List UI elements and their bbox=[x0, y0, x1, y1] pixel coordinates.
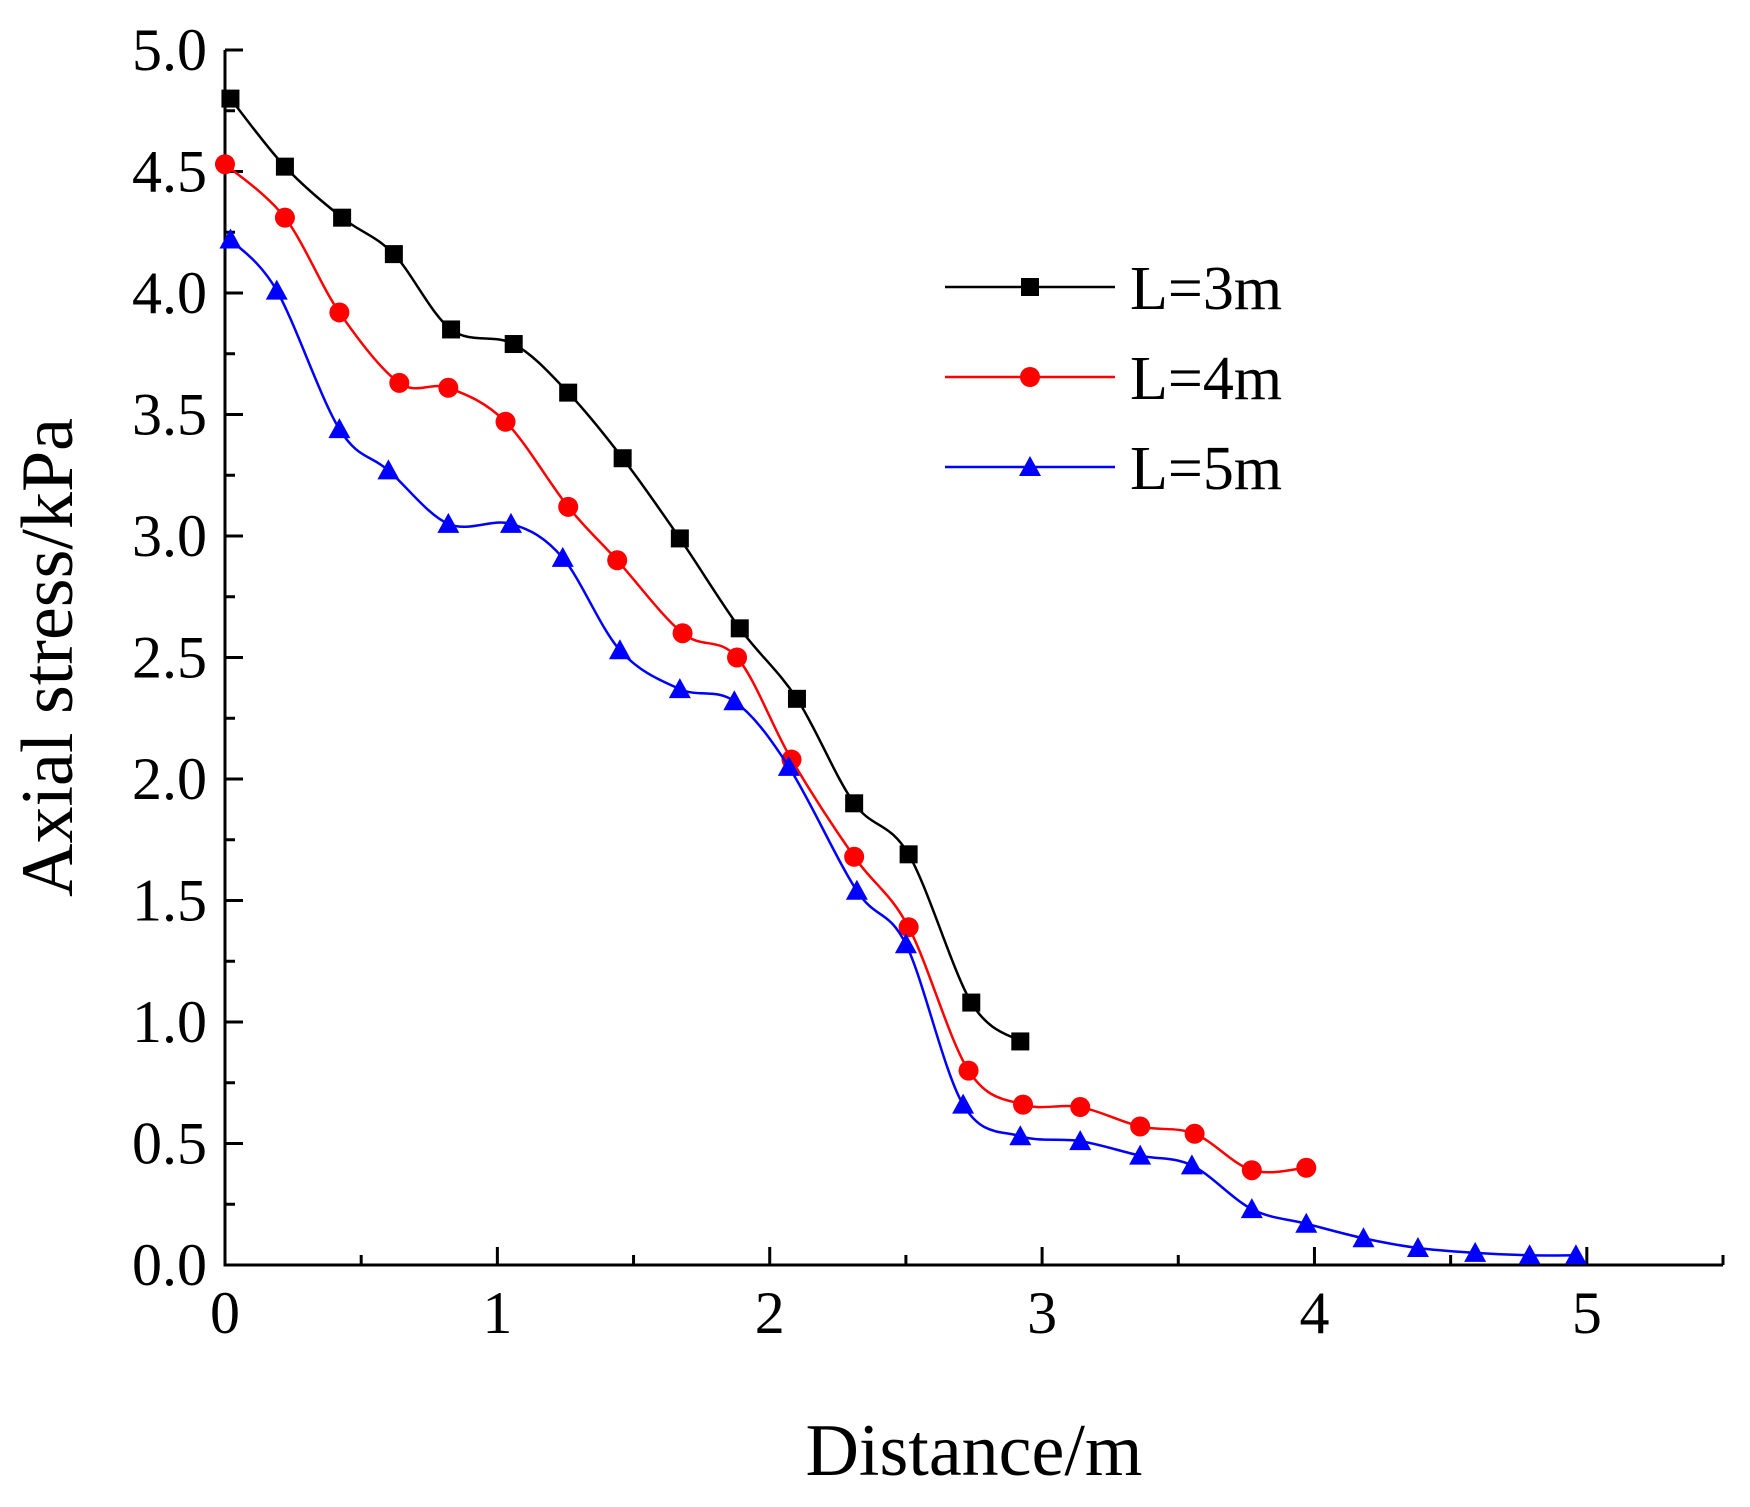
data-point bbox=[1070, 1097, 1091, 1118]
x-tick-label: 3 bbox=[1027, 1280, 1057, 1346]
series-L=3m bbox=[221, 89, 1030, 1051]
data-point bbox=[1184, 1123, 1205, 1144]
data-point bbox=[1564, 1244, 1587, 1265]
legend: L=3m L=4m L=5m bbox=[945, 255, 1282, 503]
data-point bbox=[787, 689, 806, 708]
data-point bbox=[845, 794, 864, 813]
x-tick-label: 2 bbox=[755, 1280, 785, 1346]
data-point bbox=[384, 245, 403, 264]
data-point bbox=[844, 846, 865, 867]
data-point bbox=[221, 89, 240, 108]
data-point bbox=[1296, 1157, 1317, 1178]
legend-label: L=4m bbox=[1130, 345, 1282, 413]
x-tick-label: 0 bbox=[210, 1280, 240, 1346]
data-point bbox=[274, 207, 295, 228]
legend-item: L=3m bbox=[945, 255, 1282, 323]
data-point bbox=[333, 208, 352, 227]
data-point bbox=[499, 512, 522, 533]
data-point bbox=[275, 157, 294, 176]
data-point bbox=[1129, 1144, 1152, 1165]
data-point bbox=[607, 550, 628, 571]
y-tick-label: 4.5 bbox=[132, 139, 207, 205]
data-point bbox=[437, 512, 460, 533]
y-tick-label: 1.5 bbox=[132, 868, 207, 934]
data-point bbox=[723, 690, 746, 711]
data-point bbox=[672, 623, 693, 644]
legend-item: L=4m bbox=[945, 345, 1282, 413]
data-point bbox=[558, 496, 579, 517]
data-point bbox=[1295, 1212, 1318, 1233]
x-axis-title: Distance/m bbox=[805, 1410, 1142, 1492]
legend-marker bbox=[1019, 456, 1041, 476]
data-point bbox=[1352, 1227, 1375, 1248]
data-point bbox=[389, 372, 410, 393]
axes-group: 0 1 2 3 4 5 0.0 0.5 1.0 1.5 2.0 2.5 3.0 3.5 4.0 4.5 5.0 bbox=[132, 17, 1725, 1346]
data-point bbox=[1011, 1032, 1030, 1051]
data-point bbox=[898, 917, 919, 938]
series-group bbox=[215, 89, 1587, 1265]
data-point bbox=[1009, 1125, 1032, 1146]
series-L=5m bbox=[219, 228, 1587, 1265]
data-point bbox=[265, 279, 288, 300]
data-point bbox=[613, 449, 632, 468]
y-tick-label: 4.0 bbox=[132, 260, 207, 326]
data-point bbox=[329, 302, 350, 323]
legend-label: L=3m bbox=[1130, 255, 1282, 323]
data-point bbox=[962, 993, 981, 1012]
data-point bbox=[551, 546, 574, 567]
y-axis-title: Axial stress/kPa bbox=[7, 418, 89, 897]
data-point bbox=[215, 154, 235, 175]
data-point bbox=[1464, 1241, 1487, 1262]
y-tick-label: 5.0 bbox=[132, 17, 207, 83]
data-point bbox=[1180, 1154, 1203, 1175]
x-tick-label: 5 bbox=[1572, 1280, 1602, 1346]
data-point bbox=[1241, 1160, 1262, 1181]
legend-marker bbox=[1021, 278, 1039, 296]
data-point bbox=[668, 678, 691, 699]
data-point bbox=[495, 411, 516, 432]
legend-marker bbox=[1020, 367, 1040, 387]
y-tick-label: 0.5 bbox=[132, 1111, 207, 1177]
data-point bbox=[328, 418, 351, 439]
data-point bbox=[219, 228, 242, 249]
y-tick-label: 2.5 bbox=[132, 625, 207, 691]
data-point bbox=[730, 619, 749, 638]
data-point bbox=[608, 639, 631, 660]
data-point bbox=[1518, 1244, 1541, 1265]
data-point bbox=[442, 320, 461, 339]
legend-label: L=5m bbox=[1130, 435, 1282, 503]
data-point bbox=[504, 335, 523, 354]
data-point bbox=[1406, 1236, 1429, 1257]
data-point bbox=[845, 879, 868, 900]
x-tick-label: 1 bbox=[482, 1280, 512, 1346]
y-tick-label: 1.0 bbox=[132, 989, 207, 1055]
data-point bbox=[438, 377, 459, 398]
data-point bbox=[559, 383, 578, 402]
data-point bbox=[670, 529, 689, 548]
y-tick-label: 3.5 bbox=[132, 382, 207, 448]
data-point bbox=[899, 845, 918, 864]
series-L=4m bbox=[215, 154, 1317, 1181]
y-tick-label: 0.0 bbox=[132, 1232, 207, 1298]
data-point bbox=[777, 755, 800, 776]
data-point bbox=[377, 459, 400, 480]
data-point bbox=[952, 1093, 975, 1114]
data-point bbox=[1069, 1130, 1092, 1151]
legend-item: L=5m bbox=[945, 435, 1282, 503]
y-tick-label: 3.0 bbox=[132, 503, 207, 569]
y-tick-label: 2.0 bbox=[132, 746, 207, 812]
data-point bbox=[958, 1060, 979, 1081]
data-point bbox=[894, 933, 917, 954]
axis-frame bbox=[223, 50, 1723, 1267]
series-line bbox=[229, 238, 1576, 1257]
data-point bbox=[727, 647, 748, 668]
x-tick-label: 4 bbox=[1299, 1280, 1329, 1346]
data-point bbox=[1130, 1116, 1151, 1137]
data-point bbox=[1240, 1198, 1263, 1219]
data-point bbox=[1013, 1094, 1034, 1115]
